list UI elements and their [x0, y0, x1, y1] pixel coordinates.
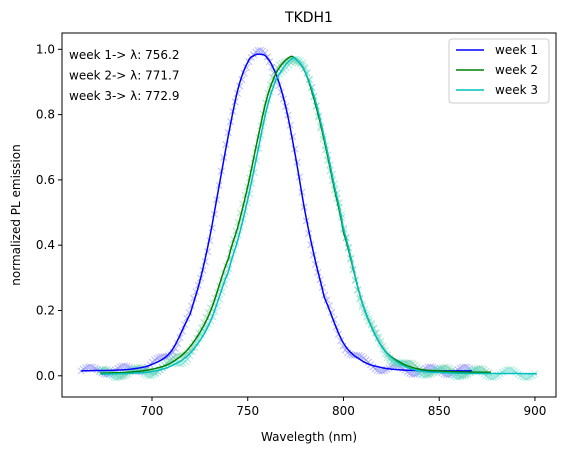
data-point [524, 373, 532, 382]
data-point [298, 59, 307, 67]
chart-title: TKDH1 [284, 10, 333, 26]
data-point [413, 370, 421, 378]
data-point [423, 371, 431, 379]
y-axis: 0.0 0.2 0.4 0.6 0.8 1.0 [36, 42, 62, 383]
data-point [250, 168, 258, 177]
x-tick-label: 850 [428, 404, 451, 418]
series-markers-2 [96, 56, 493, 381]
y-tick-label: 0.8 [36, 108, 55, 122]
y-tick-label: 0.6 [36, 173, 55, 187]
y-tick-label: 1.0 [36, 42, 55, 56]
axes-frame [61, 32, 557, 398]
x-axis: 700 750 800 850 900 [141, 397, 546, 418]
x-tick-label: 800 [332, 404, 355, 418]
x-tick-label: 900 [523, 404, 546, 418]
data-point [301, 63, 309, 71]
data-point [455, 373, 463, 381]
data-point [457, 372, 465, 381]
annotation-text: week 2-> λ: 771.7 [69, 69, 180, 83]
data-point [426, 363, 434, 371]
data-point [89, 363, 97, 371]
data-point [461, 363, 469, 371]
data-point [489, 373, 497, 381]
legend-label: week 3 [495, 83, 538, 97]
data-point [147, 372, 155, 380]
data-point [206, 237, 214, 245]
x-tick-label: 750 [236, 404, 259, 418]
series-line-2 [100, 55, 491, 374]
x-tick-label: 700 [141, 404, 164, 418]
series-line-1 [81, 53, 472, 372]
annotations: week 1-> λ: 756.2 week 2-> λ: 771.7 week 3… [69, 48, 180, 103]
data-point [171, 344, 179, 353]
data-point [309, 251, 317, 259]
data-point [121, 362, 129, 370]
y-tick-label: 0.2 [36, 303, 55, 317]
data-point [115, 373, 123, 381]
data-point [256, 46, 264, 54]
legend-box [448, 38, 550, 104]
y-axis-label: normalized PL emission [9, 144, 23, 285]
plot-area [77, 46, 539, 382]
data-point [186, 352, 194, 360]
data-point [374, 333, 382, 341]
data-point [282, 57, 290, 66]
legend-label: week 2 [495, 63, 538, 77]
data-point [203, 248, 212, 256]
data-point [420, 371, 428, 380]
x-axis-label: Wavelegth (nm) [261, 430, 357, 444]
series-markers-3 [96, 55, 539, 382]
data-point [353, 351, 361, 359]
data-point [508, 366, 516, 374]
data-point [112, 374, 120, 382]
data-point [505, 366, 513, 374]
data-point [248, 180, 256, 188]
annotation-text: week 3-> λ: 772.9 [69, 89, 180, 103]
y-tick-label: 0.0 [36, 369, 55, 383]
data-point [86, 363, 94, 371]
y-tick-label: 0.4 [36, 238, 55, 252]
data-point [491, 373, 500, 381]
legend: week 1 week 2 week 3 [448, 38, 550, 104]
data-point [294, 56, 302, 64]
legend-label: week 1 [495, 43, 538, 57]
data-point [339, 342, 347, 350]
data-point [381, 350, 389, 358]
data-point [307, 241, 315, 249]
series-line-3 [100, 56, 537, 375]
annotation-text: week 1-> λ: 756.2 [69, 48, 180, 62]
data-point [378, 367, 386, 375]
